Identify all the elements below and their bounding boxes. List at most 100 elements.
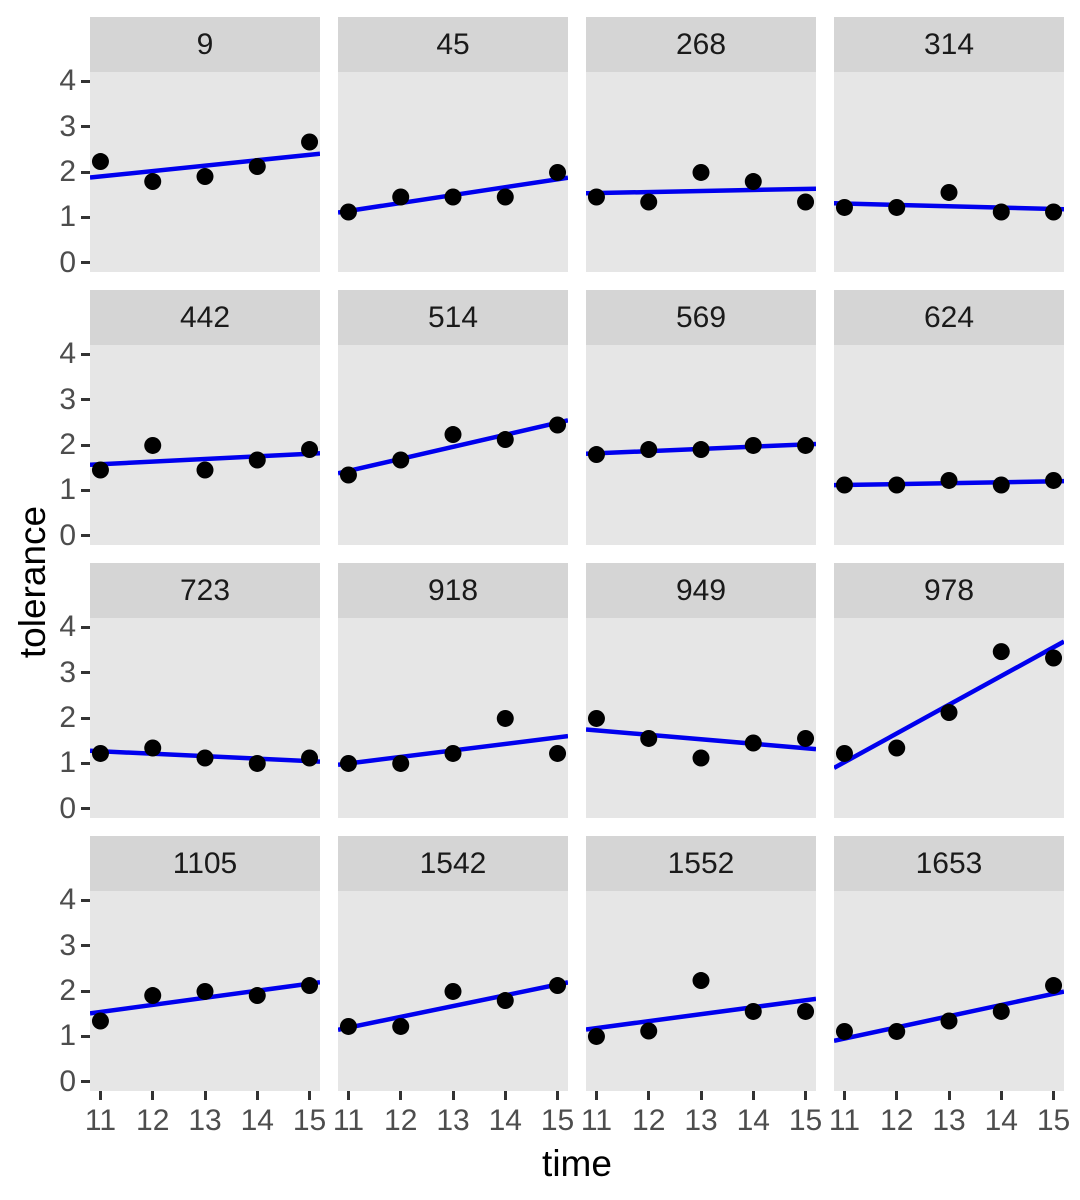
x-tick-mark <box>751 1091 755 1100</box>
facet-panel-268 <box>586 72 816 272</box>
y-tick-label: 0 <box>59 1064 76 1098</box>
x-tick-label: 11 <box>828 1104 861 1137</box>
facet-panel-723 <box>90 618 320 818</box>
facet-strip-918: 918 <box>338 563 568 618</box>
data-point <box>640 1022 658 1040</box>
facet-panel-9 <box>90 72 320 272</box>
facet-strip-label: 1542 <box>419 846 487 880</box>
y-tick-label: 4 <box>59 883 76 917</box>
x-tick-label: 11 <box>332 1104 365 1137</box>
data-point <box>940 1012 958 1030</box>
data-point <box>992 1002 1010 1020</box>
data-point <box>692 749 710 767</box>
y-tick-label: 4 <box>59 610 76 644</box>
data-point <box>339 1017 357 1035</box>
facet-panel-1653 <box>834 891 1064 1091</box>
x-tick-label: 12 <box>880 1104 914 1137</box>
y-tick-label: 2 <box>59 974 76 1007</box>
x-tick-mark <box>151 1091 155 1100</box>
data-point <box>91 744 109 762</box>
data-point <box>248 451 266 469</box>
data-point <box>888 1022 906 1040</box>
x-tick-mark <box>947 1091 951 1100</box>
y-tick-label: 0 <box>59 245 76 279</box>
x-tick-mark <box>503 1091 507 1100</box>
facet-panel-569 <box>586 345 816 545</box>
y-tick-mark <box>81 534 90 538</box>
facet-strip-label: 1653 <box>915 846 983 880</box>
y-tick-mark <box>81 625 90 629</box>
x-tick-mark <box>255 1091 259 1100</box>
data-point <box>392 451 410 469</box>
y-tick-label: 3 <box>59 928 76 962</box>
data-point <box>692 972 710 990</box>
data-point <box>549 416 567 434</box>
data-point <box>392 1017 410 1035</box>
x-tick-mark <box>556 1091 560 1100</box>
data-point <box>797 193 815 211</box>
x-tick-label: 14 <box>240 1104 274 1137</box>
data-point <box>940 704 958 722</box>
regression-line <box>586 727 816 752</box>
facet-panel-949 <box>586 618 816 818</box>
data-point <box>744 734 762 752</box>
data-point <box>144 436 162 454</box>
data-point <box>640 729 658 747</box>
x-tick-label: 15 <box>1036 1104 1071 1137</box>
y-tick-mark <box>81 716 90 720</box>
facet-strip-label: 442 <box>179 300 231 334</box>
y-tick-mark <box>81 352 90 356</box>
data-point <box>940 183 958 201</box>
x-axis-title: time <box>542 1143 612 1184</box>
data-point <box>940 471 958 489</box>
data-point <box>1045 649 1063 667</box>
data-point <box>91 1012 109 1030</box>
data-point <box>835 1022 853 1040</box>
y-tick-label: 1 <box>59 200 76 234</box>
x-tick-mark <box>699 1091 703 1100</box>
data-point <box>496 188 514 206</box>
data-point <box>196 168 214 186</box>
y-tick-label: 4 <box>59 337 76 371</box>
facet-strip-label: 314 <box>923 27 975 61</box>
data-point <box>144 987 162 1005</box>
facet-strip-1542: 1542 <box>338 836 568 891</box>
y-tick-label: 4 <box>59 64 76 98</box>
data-point <box>835 476 853 494</box>
data-point <box>444 744 462 762</box>
y-tick-mark <box>81 761 90 765</box>
x-tick-label: 13 <box>436 1104 470 1137</box>
data-point <box>91 461 109 479</box>
data-point <box>444 426 462 444</box>
facet-strip-label: 978 <box>923 573 975 607</box>
data-point <box>301 977 319 995</box>
x-tick-label: 14 <box>736 1104 770 1137</box>
x-tick-mark <box>399 1091 403 1100</box>
data-point <box>888 198 906 216</box>
y-tick-label: 0 <box>59 791 76 825</box>
x-tick-label: 11 <box>84 1104 117 1137</box>
data-point <box>549 744 567 762</box>
data-point <box>888 476 906 494</box>
facet-panel-624 <box>834 345 1064 545</box>
facet-panel-45 <box>338 72 568 272</box>
facet-strip-label: 624 <box>923 300 975 334</box>
data-point <box>835 198 853 216</box>
facet-strip-9: 9 <box>90 17 320 72</box>
data-point <box>144 739 162 757</box>
facet-strip-label: 9 <box>196 27 214 61</box>
facet-strip-624: 624 <box>834 290 1064 345</box>
facet-strip-45: 45 <box>338 17 568 72</box>
y-tick-mark <box>81 898 90 902</box>
regression-line <box>90 151 320 180</box>
x-tick-mark <box>308 1091 312 1100</box>
data-point <box>91 153 109 171</box>
data-point <box>587 709 605 727</box>
regression-line <box>834 201 1064 212</box>
y-tick-label: 1 <box>59 473 76 507</box>
data-point <box>549 977 567 995</box>
data-point <box>797 729 815 747</box>
facet-strip-1105: 1105 <box>90 836 320 891</box>
x-tick-mark <box>346 1091 350 1100</box>
facet-strip-569: 569 <box>586 290 816 345</box>
